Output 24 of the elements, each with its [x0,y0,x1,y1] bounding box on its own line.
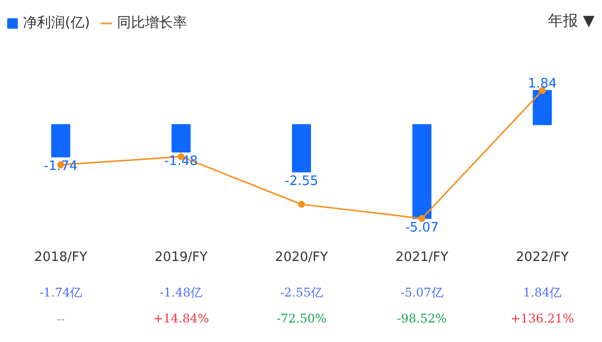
text: -1.74亿 [39,286,82,300]
data-label: -72.50% [276,312,326,326]
legend-label: 净利润(亿) [23,14,90,32]
data-label: -98.52% [396,312,447,326]
point [418,215,426,222]
x-tick-label: 2018/FY [34,250,88,265]
text: 年报 ▼ [548,12,595,30]
text: 1.84亿 [522,286,562,300]
text: -5.07亿 [400,286,444,300]
x-tick-label: 2022/FY [516,250,569,265]
data-label: +14.84% [153,312,210,326]
legend-label: 同比增长率 [116,14,187,32]
data-label: -5.07 [405,220,439,236]
x-tick-label: 2021/FY [395,250,448,265]
data-label: +136.21% [510,312,574,326]
text: -1.48亿 [160,286,202,300]
data-label: -1.48 [164,154,198,169]
point [298,200,305,208]
data-label: -- [56,312,65,326]
x-tick-label: 2019/FY [154,250,208,265]
text: -2.55亿 [280,286,323,300]
x-tick-label: 2020/FY [275,250,328,265]
data-label: 1.84 [528,76,557,92]
data-label: -2.55 [284,174,318,189]
